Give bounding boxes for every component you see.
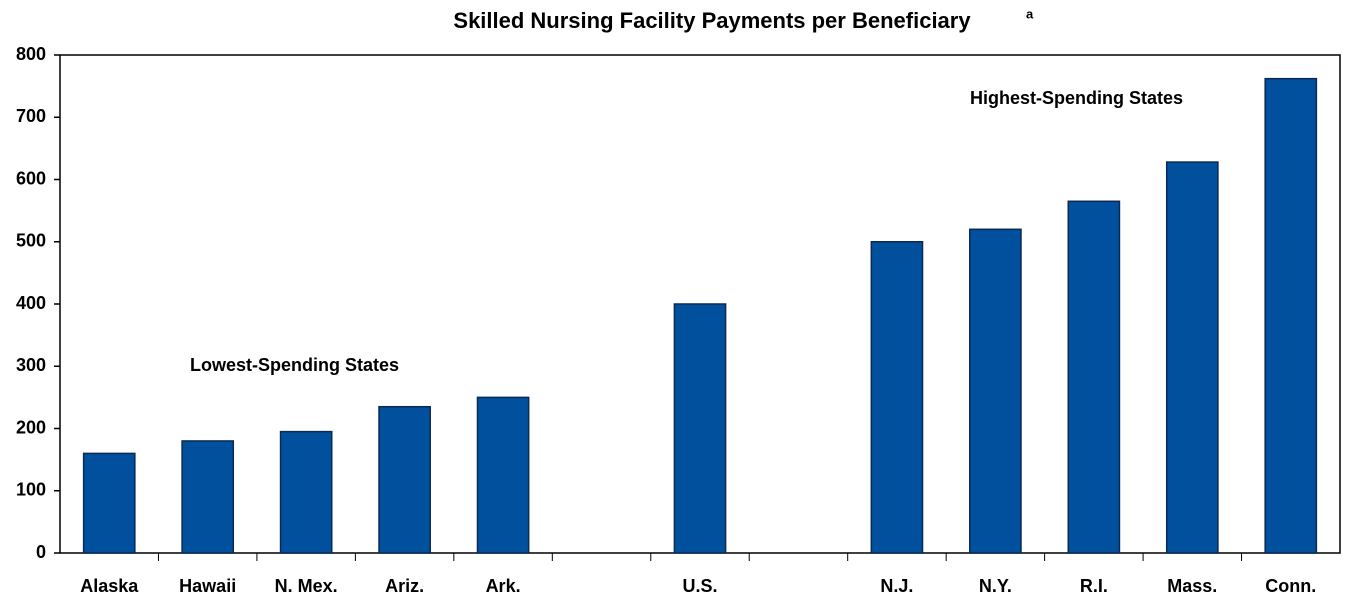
x-tick-label: Ariz. [385,576,424,596]
x-tick-label: Hawaii [179,576,236,596]
bar [1067,200,1121,554]
x-tick-label: N. Mex. [275,576,338,596]
chart-title: Skilled Nursing Facility Payments per Be… [453,8,971,33]
x-tick-label: U.S. [682,576,717,596]
y-tick-label: 400 [16,293,46,313]
y-tick-label: 300 [16,355,46,375]
x-tick-label: R.I. [1080,576,1108,596]
y-tick-label: 700 [16,106,46,126]
x-tick-label: Mass. [1167,576,1217,596]
bar [969,228,1022,554]
bar [1165,161,1219,554]
y-tick-label: 600 [16,168,46,188]
bar [476,396,530,554]
bar [673,303,727,554]
y-tick-label: 500 [16,231,46,251]
y-tick-label: 800 [16,44,46,64]
bar [870,241,924,554]
x-tick-label: Conn. [1265,576,1316,596]
x-tick-label: Ark. [486,576,521,596]
bar [378,405,431,554]
bar [82,452,136,554]
bar [181,440,235,554]
x-tick-label: Alaska [80,576,139,596]
y-tick-label: 0 [36,542,46,562]
y-tick-label: 200 [16,417,46,437]
y-tick-label: 100 [16,480,46,500]
bar [279,430,333,554]
annotation: Highest-Spending States [970,88,1183,108]
annotation: Lowest-Spending States [190,355,399,375]
bar [1264,77,1318,554]
x-tick-label: N.J. [880,576,913,596]
title-note: a [1026,6,1034,21]
x-tick-label: N.Y. [979,576,1012,596]
